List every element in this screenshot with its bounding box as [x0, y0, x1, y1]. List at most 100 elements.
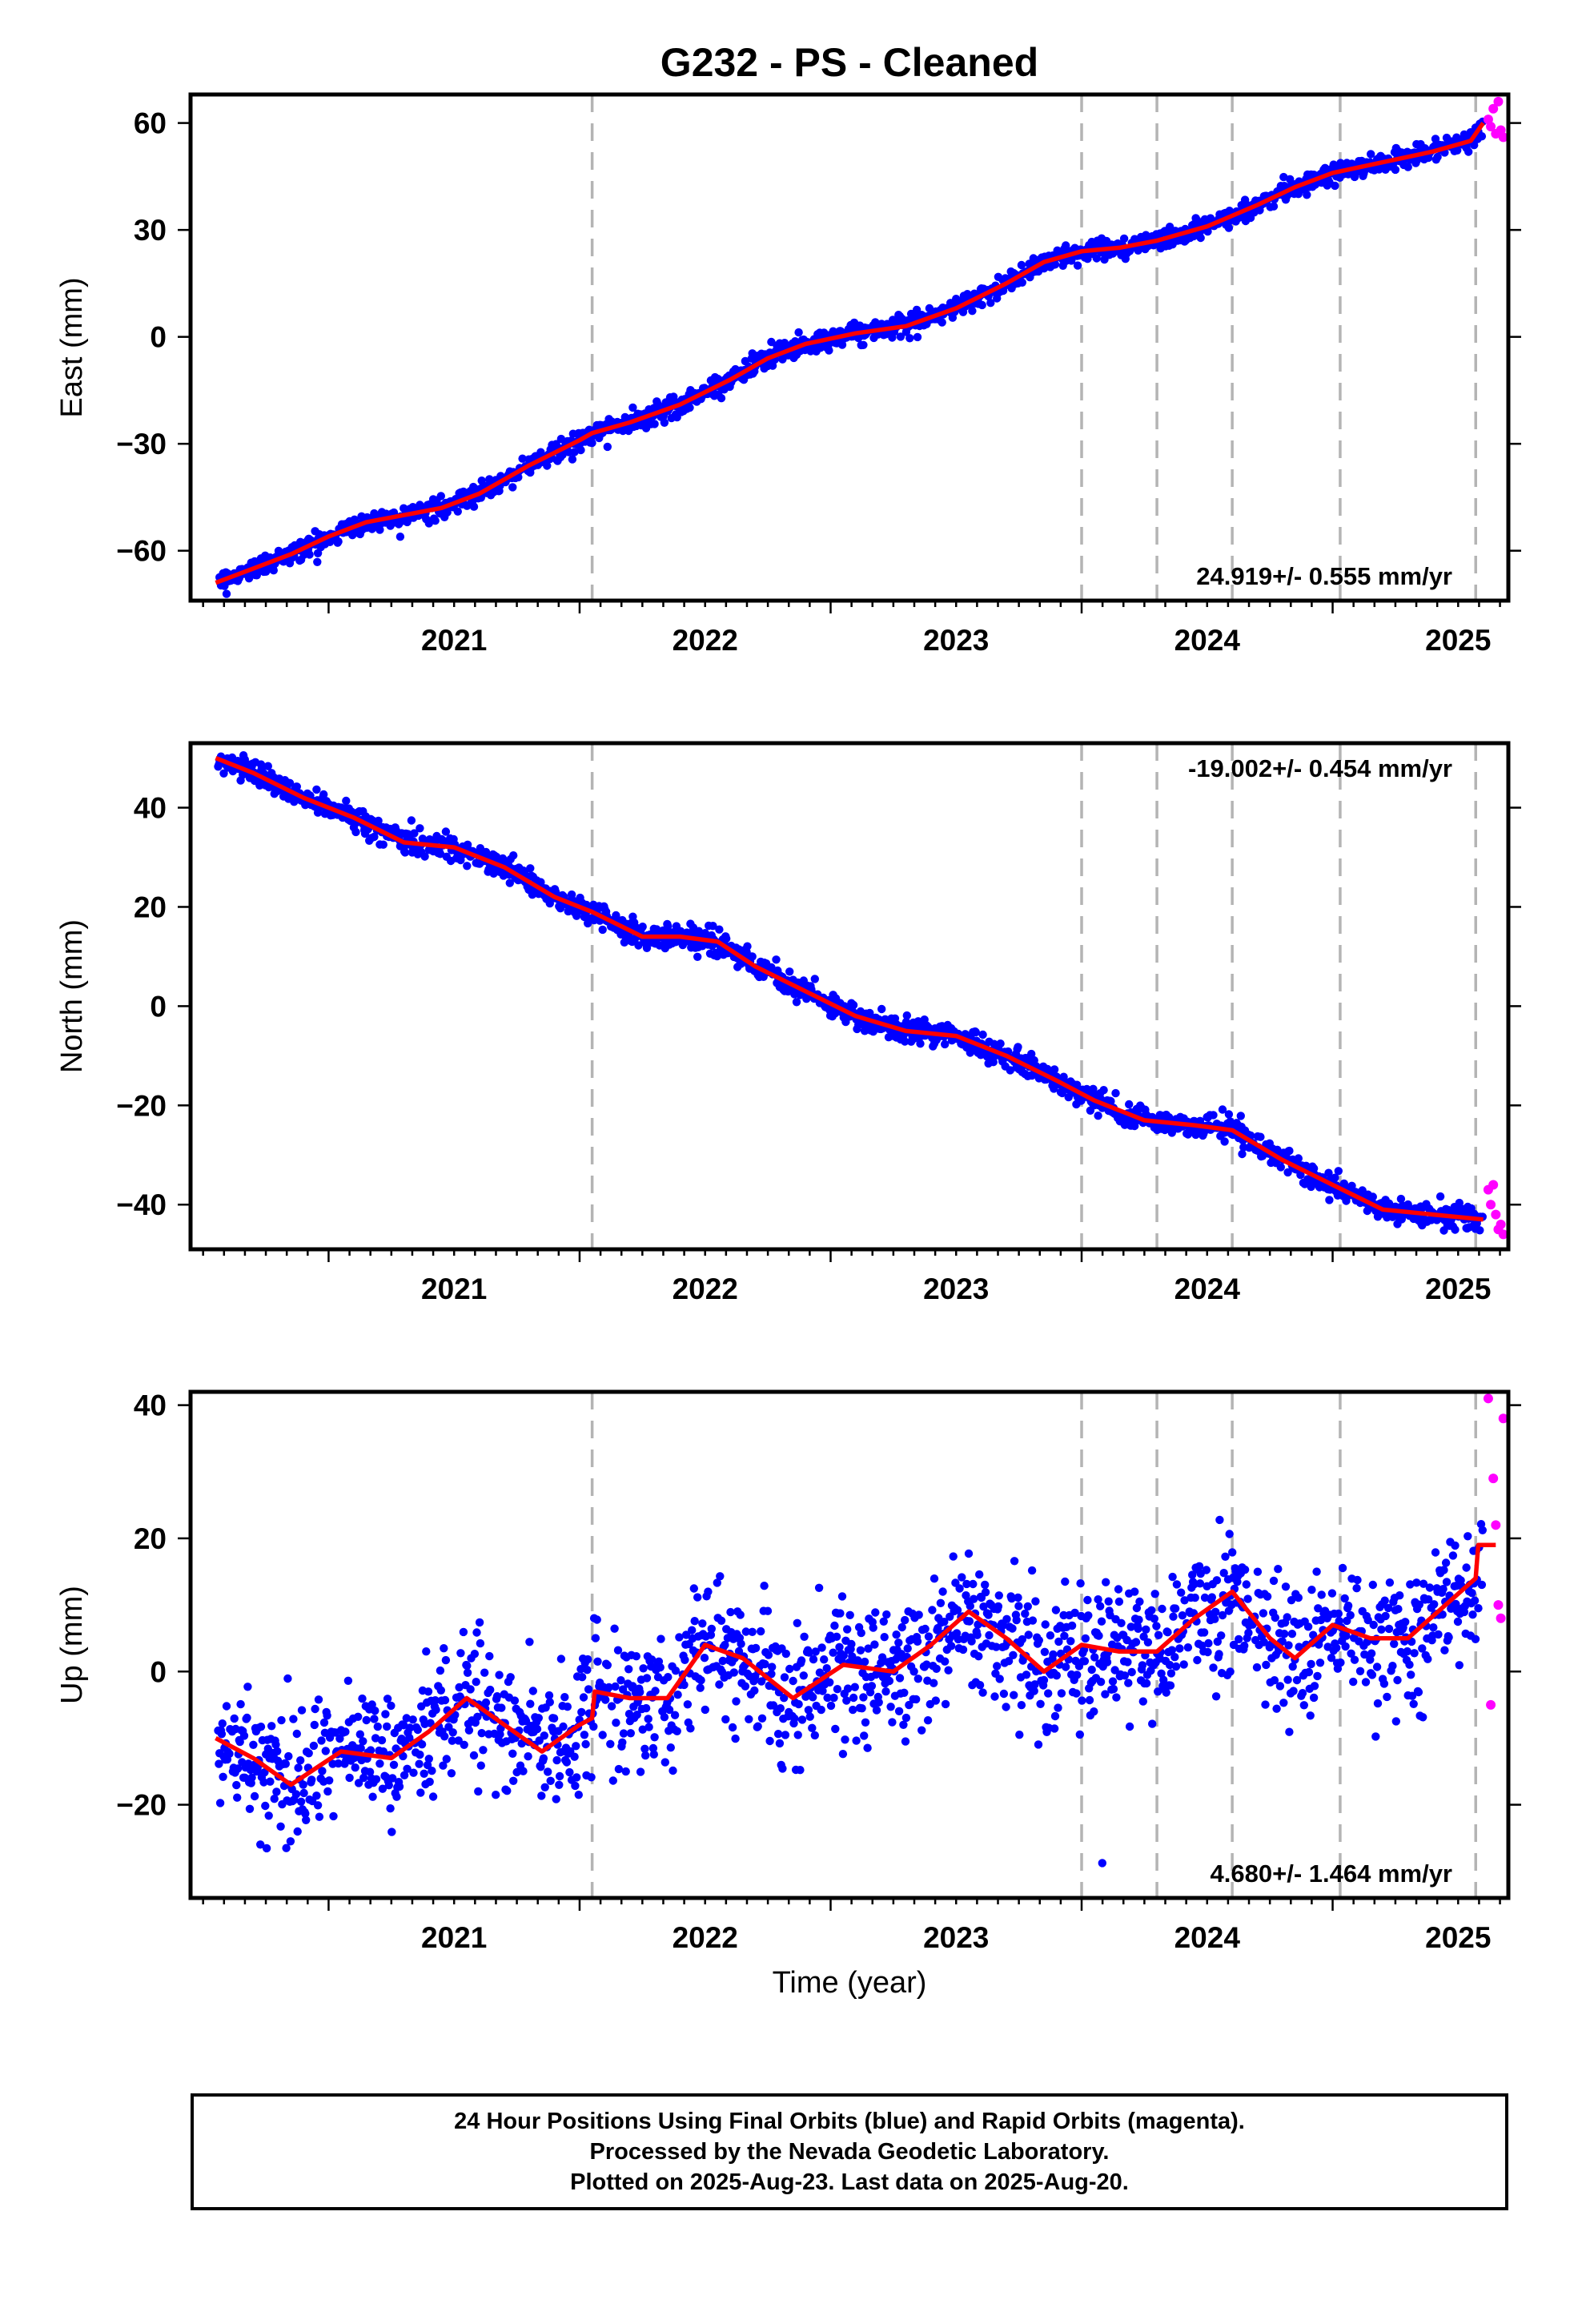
- final-point: [570, 1752, 579, 1761]
- final-point: [743, 942, 752, 951]
- final-point: [1209, 1663, 1218, 1672]
- final-point: [272, 1787, 281, 1796]
- final-point: [819, 1655, 829, 1664]
- final-point: [1441, 1558, 1451, 1567]
- final-point: [665, 1705, 674, 1715]
- final-point: [441, 1655, 451, 1665]
- final-point: [1405, 1660, 1414, 1669]
- east-x-tick-label-2: 2023: [923, 624, 989, 657]
- final-point: [549, 1714, 559, 1723]
- final-point: [986, 299, 995, 308]
- final-point: [1097, 1617, 1106, 1626]
- final-point: [1373, 1699, 1383, 1708]
- final-point: [818, 1687, 827, 1695]
- final-point: [877, 1004, 886, 1014]
- final-point: [384, 1781, 393, 1790]
- final-point: [923, 1676, 932, 1685]
- up-rapid-point-3: [1491, 1520, 1501, 1530]
- final-point: [289, 1715, 298, 1723]
- final-point: [681, 1655, 689, 1664]
- final-point: [1195, 1562, 1204, 1571]
- final-point: [335, 1734, 344, 1743]
- east-y-tick-label-1: 30: [134, 214, 167, 247]
- final-point: [1108, 1677, 1118, 1686]
- final-point: [373, 1722, 382, 1731]
- final-point: [700, 1654, 709, 1663]
- final-point: [365, 1767, 375, 1776]
- final-point: [938, 318, 946, 327]
- final-point: [641, 1703, 651, 1713]
- final-point: [1380, 1596, 1389, 1605]
- final-point: [506, 1673, 515, 1682]
- final-point: [698, 1619, 707, 1628]
- final-point: [1215, 1515, 1224, 1525]
- final-point: [1448, 1551, 1458, 1560]
- final-point: [825, 346, 833, 355]
- final-point: [1433, 152, 1442, 162]
- final-point: [1307, 1586, 1316, 1594]
- final-point: [894, 1638, 903, 1647]
- final-point: [463, 1661, 472, 1671]
- final-point: [607, 1702, 616, 1711]
- final-point: [512, 1767, 521, 1777]
- final-point: [793, 1731, 802, 1739]
- final-point: [1072, 1689, 1081, 1698]
- final-point: [1014, 1602, 1023, 1610]
- final-point: [1169, 1612, 1178, 1621]
- east-final-points: [215, 117, 1488, 598]
- final-point: [737, 1639, 745, 1648]
- final-point: [492, 1692, 502, 1701]
- final-point: [236, 1699, 245, 1709]
- final-point: [810, 975, 819, 983]
- final-point: [973, 1630, 982, 1639]
- final-point: [271, 1740, 280, 1749]
- final-point: [953, 1606, 962, 1614]
- up-rapid-point-6: [1498, 1413, 1508, 1424]
- final-point: [497, 1703, 506, 1712]
- final-point: [1336, 1658, 1345, 1667]
- final-point: [693, 952, 702, 962]
- final-point: [1054, 1637, 1063, 1647]
- final-point: [479, 1746, 488, 1755]
- north-model-line: [215, 756, 1484, 1222]
- final-point: [396, 533, 405, 541]
- final-point: [1331, 1173, 1339, 1182]
- final-point: [1410, 1649, 1419, 1658]
- final-point: [922, 1660, 931, 1669]
- final-point: [636, 1767, 645, 1776]
- final-point: [671, 1667, 681, 1675]
- final-point: [1423, 1655, 1432, 1663]
- final-point: [424, 1687, 433, 1696]
- final-point: [1312, 1567, 1321, 1576]
- final-point: [618, 1738, 627, 1747]
- final-point: [1051, 1606, 1061, 1614]
- final-point: [865, 1008, 874, 1018]
- final-point: [593, 1657, 602, 1666]
- final-point: [243, 1713, 251, 1723]
- final-point: [1217, 1631, 1226, 1640]
- final-point: [269, 566, 278, 575]
- final-point: [1054, 1703, 1062, 1712]
- final-point: [1283, 1613, 1291, 1622]
- final-point: [1209, 1111, 1218, 1120]
- up-x-tick-label-3: 2024: [1174, 1921, 1241, 1954]
- final-point: [634, 941, 643, 950]
- final-point: [1274, 1565, 1283, 1574]
- final-point: [329, 1811, 338, 1821]
- final-point: [1468, 1589, 1476, 1598]
- final-point: [761, 1659, 769, 1669]
- final-point: [1098, 1859, 1107, 1868]
- final-point: [1284, 1641, 1293, 1650]
- final-point: [1017, 1701, 1026, 1710]
- final-point: [517, 1739, 526, 1748]
- final-point: [614, 1764, 624, 1774]
- final-point: [903, 1644, 912, 1653]
- up-y-tick-label-0: 40: [134, 1389, 167, 1422]
- final-point: [608, 1776, 617, 1785]
- final-point: [215, 1799, 225, 1807]
- final-point: [1104, 1597, 1113, 1606]
- final-point: [775, 1739, 785, 1748]
- final-point: [636, 1687, 644, 1697]
- east-x-tick-label-4: 2025: [1425, 624, 1491, 657]
